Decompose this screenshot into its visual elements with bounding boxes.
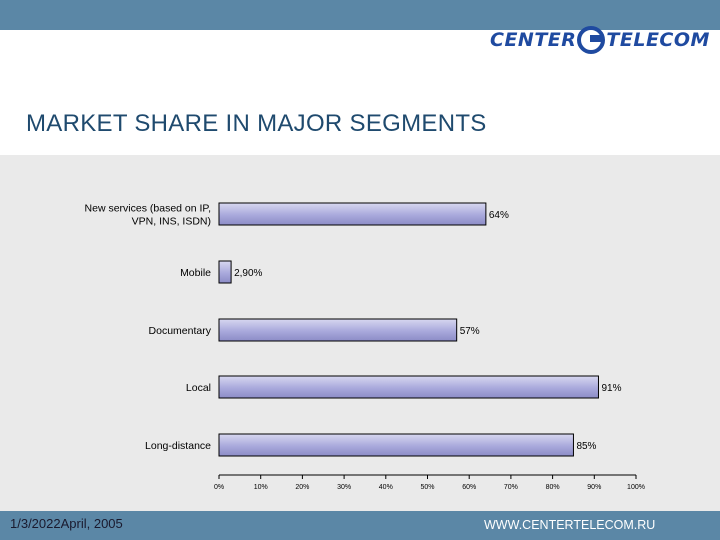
company-logo: CENTER TELECOM bbox=[490, 22, 710, 58]
logo-globe-icon bbox=[577, 26, 606, 54]
bottom-bar bbox=[0, 511, 720, 540]
value-label-3: 91% bbox=[601, 383, 621, 394]
bar-3 bbox=[218, 375, 599, 399]
footer-date-value: 1/3/2022 bbox=[10, 516, 61, 531]
category-label-1-0: Mobile bbox=[180, 267, 211, 279]
x-tick-label-5: 50% bbox=[420, 484, 434, 491]
page-title: MARKET SHARE IN MAJOR SEGMENTS bbox=[26, 110, 487, 137]
footer-subdate: April, 2005 bbox=[60, 516, 123, 531]
bar-2 bbox=[218, 318, 458, 342]
x-tick-label-0: 0% bbox=[214, 484, 224, 491]
x-tick-label-3: 30% bbox=[337, 484, 351, 491]
category-label-0-1: VPN, INS, ISDN) bbox=[132, 216, 211, 228]
category-label-0-0: New services (based on IP, bbox=[85, 203, 211, 215]
x-tick-label-9: 90% bbox=[587, 484, 601, 491]
bar-0 bbox=[218, 202, 487, 226]
bar-4 bbox=[218, 433, 574, 457]
value-label-1: 2,90% bbox=[234, 268, 262, 279]
value-label-2: 57% bbox=[460, 326, 480, 337]
value-label-0: 64% bbox=[489, 210, 509, 221]
category-label-3-0: Local bbox=[186, 382, 211, 394]
x-tick-label-4: 40% bbox=[379, 484, 393, 491]
x-tick-label-6: 60% bbox=[462, 484, 476, 491]
x-tick-label-10: 100% bbox=[627, 484, 645, 491]
x-tick-label-1: 10% bbox=[254, 484, 268, 491]
x-tick-label-8: 80% bbox=[546, 484, 560, 491]
x-tick-label-2: 20% bbox=[295, 484, 309, 491]
value-label-4: 85% bbox=[576, 441, 596, 452]
category-label-4-0: Long-distance bbox=[145, 440, 211, 452]
logo-text-right: TELECOM bbox=[606, 29, 710, 51]
top-bar bbox=[0, 0, 720, 30]
x-tick-label-7: 70% bbox=[504, 484, 518, 491]
bar-1 bbox=[218, 260, 232, 284]
footer-website-link[interactable]: WWW.CENTERTELECOM.RU bbox=[484, 518, 656, 532]
footer-date: 1/3/2022April, 2005 bbox=[10, 516, 123, 531]
logo-text-left: CENTER bbox=[490, 29, 577, 51]
category-label-2-0: Documentary bbox=[149, 325, 212, 337]
bar-chart: 64% New services (based on IP,VPN, INS, I… bbox=[85, 202, 645, 491]
